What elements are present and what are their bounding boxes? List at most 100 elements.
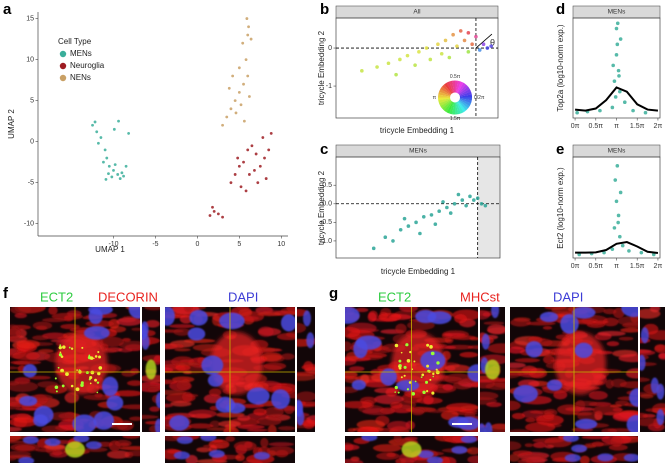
red-signal (608, 444, 628, 451)
red-signal (542, 325, 553, 330)
nucleus (426, 456, 443, 463)
y-tick-label: 5 (30, 97, 34, 104)
nucleus (219, 312, 245, 330)
green-signal (61, 384, 65, 388)
y-tick-label: 0.5 (322, 182, 332, 189)
red-signal (144, 420, 160, 425)
nucleus (22, 436, 39, 445)
nucleus (525, 341, 543, 358)
data-point (244, 58, 248, 61)
nucleus (480, 423, 486, 432)
red-signal (176, 380, 191, 391)
nucleus (396, 379, 420, 392)
red-signal (188, 409, 217, 419)
green-signal (394, 343, 399, 348)
micrograph (510, 436, 638, 463)
red-signal (390, 401, 403, 409)
data-point (613, 95, 618, 99)
red-signal (512, 412, 526, 420)
data-point (241, 41, 245, 45)
data-point (614, 199, 619, 204)
red-signal (121, 369, 136, 377)
angle-label: θ (490, 37, 495, 47)
green-signal (70, 347, 74, 350)
green-signal (70, 384, 74, 388)
y-tick-label: -5 (28, 180, 34, 187)
data-point (622, 100, 627, 105)
trend-line (575, 241, 659, 255)
data-point (639, 250, 644, 255)
data-point (120, 171, 124, 175)
micrograph (640, 307, 665, 432)
nucleus (173, 451, 190, 460)
red-signal (196, 447, 212, 453)
data-point (242, 119, 246, 123)
red-signal (259, 348, 281, 352)
red-signal (525, 417, 536, 423)
data-point (229, 107, 233, 111)
green-signal (54, 377, 57, 380)
green-signal (65, 372, 69, 377)
red-signal (13, 361, 31, 365)
red-signal (215, 442, 230, 449)
red-signal (267, 424, 277, 432)
nucleus (380, 368, 397, 386)
red-signal (165, 403, 173, 408)
x-axis-label: UMAP 1 (95, 245, 125, 254)
nucleus (154, 418, 160, 432)
data-point (107, 164, 111, 168)
x-tick-label: π (614, 123, 619, 130)
data-point (208, 214, 212, 217)
nucleus (417, 450, 434, 459)
red-signal (654, 344, 665, 354)
green-signal (432, 372, 435, 376)
data-point (246, 33, 250, 37)
red-signal (482, 312, 491, 317)
red-signal (542, 412, 555, 420)
nucleus (169, 415, 190, 431)
micrograph (345, 436, 478, 463)
image-content (165, 307, 295, 432)
nucleus (19, 395, 38, 407)
data-point (237, 91, 241, 94)
red-signal (467, 345, 478, 350)
red-signal (263, 362, 287, 370)
nucleus (571, 444, 588, 453)
x-axis-label: tricycle Embedding 1 (381, 267, 456, 276)
data-point (263, 156, 266, 160)
red-signal (165, 343, 184, 350)
red-signal (277, 425, 295, 431)
red-signal (297, 322, 307, 334)
data-point (483, 203, 488, 208)
red-signal (10, 380, 20, 386)
nucleus (650, 377, 659, 394)
red-signal (557, 404, 582, 415)
green-signal (413, 360, 416, 363)
micrograph (165, 307, 295, 432)
x-tick-label: 0π (571, 263, 580, 270)
micrograph (10, 307, 140, 432)
red-signal (377, 312, 402, 322)
red-signal (427, 409, 448, 413)
red-signal (237, 415, 251, 421)
data-point (112, 127, 116, 131)
red-signal (175, 362, 201, 366)
data-point (612, 79, 617, 83)
red-signal (444, 364, 471, 373)
red-signal (235, 453, 245, 462)
green-signal (436, 361, 440, 365)
data-point (236, 156, 240, 160)
data-point (614, 26, 619, 31)
red-signal (10, 328, 21, 339)
nucleus (640, 354, 646, 371)
data-point (248, 173, 251, 176)
x-tick-label: 0π (571, 123, 580, 130)
green-signal (81, 346, 84, 349)
green-signal (394, 385, 398, 390)
y-tick-label: -10 (24, 221, 34, 228)
red-signal (131, 327, 140, 331)
red-signal (10, 426, 22, 432)
red-signal (619, 381, 638, 389)
data-point (246, 148, 250, 152)
green-signal (57, 366, 60, 369)
